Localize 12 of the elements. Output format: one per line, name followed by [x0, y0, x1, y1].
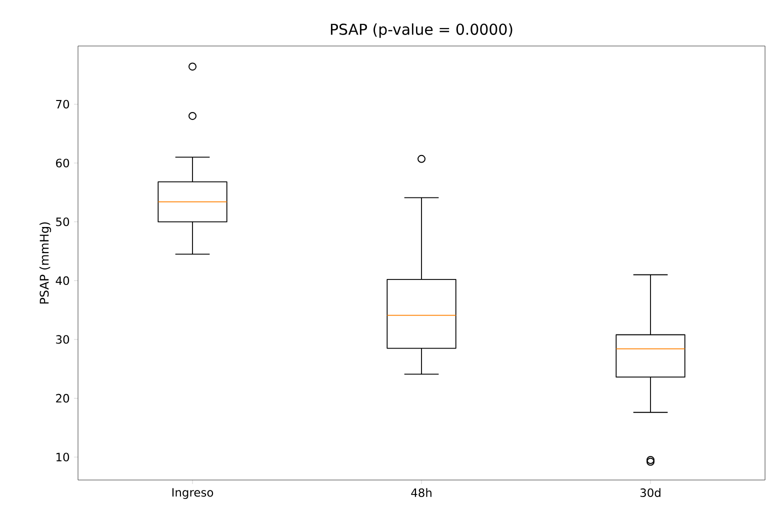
y-tick-label: 40 — [56, 276, 70, 285]
y-tick-label: 20 — [56, 394, 70, 403]
y-tick-label: 70 — [56, 100, 70, 109]
x-tick-label: 30d — [640, 488, 660, 498]
x-tick-label: Ingreso — [172, 488, 214, 499]
y-axis-title: PSAP (mmHg) — [40, 222, 52, 304]
y-tick-label: 60 — [56, 158, 70, 168]
y-tick-label: 10 — [56, 452, 70, 462]
chart-title: PSAP (p-value = 0.0000) — [330, 23, 512, 38]
y-tick-label: 30 — [56, 335, 70, 344]
y-tick-label: 50 — [56, 218, 70, 226]
x-tick-label: 48h — [411, 488, 432, 498]
